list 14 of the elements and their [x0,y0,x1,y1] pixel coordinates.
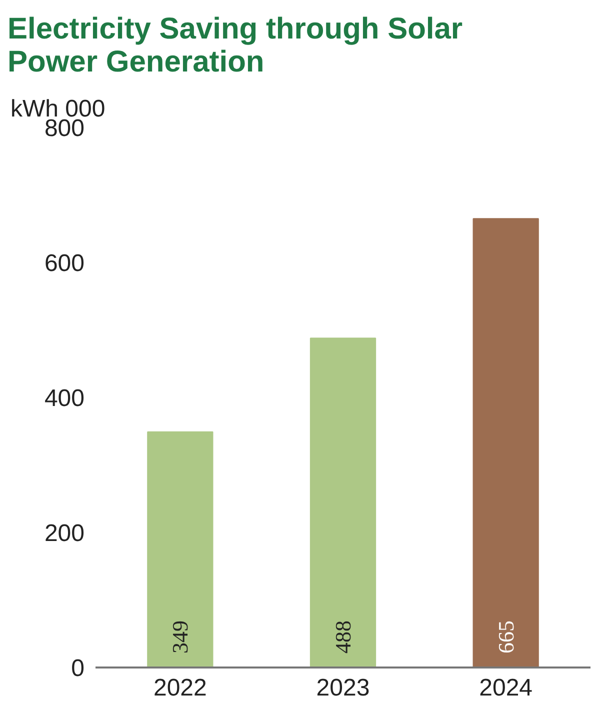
bar [472,218,539,668]
x-tick-label: 2022 [153,674,207,702]
x-tick-label: 2024 [479,674,533,702]
y-tick-label: 0 [71,655,85,682]
y-tick-label: 200 [44,520,85,547]
x-tick-label: 2023 [316,674,370,702]
bar [310,338,376,668]
y-tick-label: 400 [44,385,85,412]
data-label: 488 [330,620,356,654]
data-label: 349 [168,620,193,654]
y-tick-label: 600 [44,250,85,277]
data-label: 665 [493,620,518,654]
chart-title: Electricity Saving through Solar Power Generation [8,12,463,78]
bar [147,431,214,668]
